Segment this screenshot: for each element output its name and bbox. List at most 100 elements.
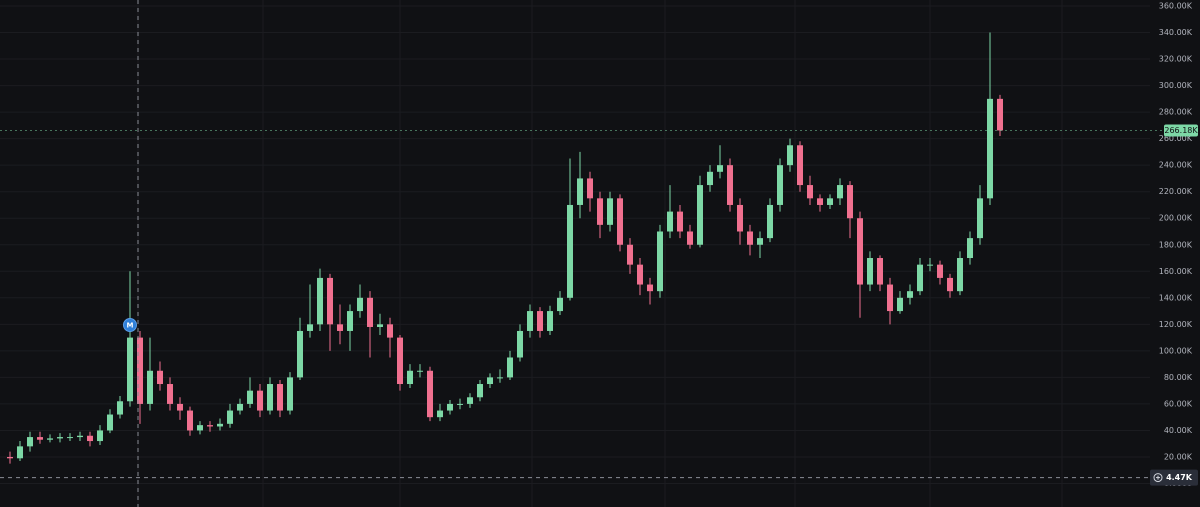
candle-body: [247, 390, 253, 404]
y-tick-label: 340.00K: [1159, 28, 1193, 37]
candle-body: [177, 403, 183, 411]
candle-body: [737, 204, 743, 232]
candle-body: [317, 277, 323, 325]
candle-body: [117, 401, 123, 415]
candle-body: [637, 264, 643, 285]
candle-body: [17, 446, 23, 459]
candle-body: [907, 291, 913, 298]
candle-body: [887, 284, 893, 312]
candle-body: [547, 311, 553, 331]
candle-body: [677, 211, 683, 232]
candle-body: [367, 297, 373, 327]
y-tick-label: 120.00K: [1159, 320, 1193, 329]
candle-body: [337, 324, 343, 331]
candle-body: [217, 423, 223, 427]
candle-body: [147, 370, 153, 404]
candle-body: [757, 238, 763, 245]
candle-body: [917, 264, 923, 292]
candle-body: [787, 145, 793, 166]
candle-body: [397, 337, 403, 385]
candle-body: [47, 438, 53, 440]
y-tick-label: 220.00K: [1159, 187, 1193, 196]
candle-body: [257, 390, 263, 411]
candle-body: [927, 264, 933, 266]
candle-body: [647, 284, 653, 292]
candle-body: [127, 337, 133, 402]
candle-body: [427, 370, 433, 418]
y-tick-label: 280.00K: [1159, 108, 1193, 117]
candle-body: [597, 198, 603, 225]
candle-body: [977, 198, 983, 239]
candle-body: [517, 330, 523, 358]
candle-body: [947, 277, 953, 292]
candle-body: [657, 231, 663, 292]
candle-body: [407, 370, 413, 385]
candle-body: [357, 297, 363, 312]
candle-body: [727, 165, 733, 205]
candle-body: [207, 425, 213, 427]
candle-body: [507, 357, 513, 378]
candle-body: [937, 264, 943, 278]
candle-body: [77, 435, 83, 438]
last-price-label: 266.18K: [1164, 126, 1198, 135]
y-tick-label: 320.00K: [1159, 55, 1193, 64]
candle-body: [327, 277, 333, 325]
candle-body: [237, 403, 243, 411]
candle-body: [297, 330, 303, 378]
candle-body: [717, 165, 723, 172]
candle-body: [587, 178, 593, 199]
candle-body: [7, 456, 13, 459]
candle-body: [897, 297, 903, 312]
candle-body: [877, 258, 883, 285]
candle-body: [577, 178, 583, 205]
candle-body: [457, 403, 463, 405]
candle-body: [387, 324, 393, 338]
candle-body: [817, 198, 823, 205]
candle-body: [37, 437, 43, 440]
candle-body: [617, 198, 623, 245]
candle-body: [197, 425, 203, 431]
y-tick-label: 300.00K: [1159, 81, 1193, 90]
y-tick-label: 240.00K: [1159, 161, 1193, 170]
candle-body: [687, 231, 693, 245]
candle-body: [287, 377, 293, 411]
vertical-grid: [137, 0, 1063, 507]
candle-body: [347, 311, 353, 331]
candle-body: [267, 384, 273, 411]
y-tick-label: 140.00K: [1159, 293, 1193, 302]
candle-body: [307, 324, 313, 331]
candle-body: [167, 384, 173, 404]
candle-body: [497, 377, 503, 379]
candle-body: [747, 231, 753, 245]
candle-body: [437, 410, 443, 418]
candle-body: [627, 244, 633, 265]
candle-body: [997, 98, 1003, 131]
candle-body: [417, 370, 423, 372]
y-tick-label: 40.00K: [1164, 426, 1193, 435]
candle-body: [797, 145, 803, 186]
last-price-box: [1164, 124, 1198, 137]
add-icon: [1153, 473, 1163, 483]
y-tick-label: 260.00K: [1159, 134, 1193, 143]
candle-body: [697, 185, 703, 245]
candle-body: [707, 171, 713, 186]
y-tick-label: 80.00K: [1164, 373, 1193, 382]
candle-body: [827, 198, 833, 205]
candle-body: [967, 238, 973, 259]
y-tick-label: 200.00K: [1159, 214, 1193, 223]
candle-body: [857, 218, 863, 285]
candle-body: [137, 337, 143, 404]
candle-body: [537, 311, 543, 331]
candle-body: [57, 437, 63, 439]
candle-body: [227, 410, 233, 424]
candle-body: [867, 258, 873, 285]
candle-body: [777, 165, 783, 205]
candle-body: [987, 98, 993, 199]
candle-body: [557, 297, 563, 312]
candle-body: [667, 211, 673, 232]
y-tick-label: 20.00K: [1164, 452, 1193, 461]
candle-body: [87, 435, 93, 442]
candle-body: [567, 204, 573, 298]
candle-body: [607, 198, 613, 225]
